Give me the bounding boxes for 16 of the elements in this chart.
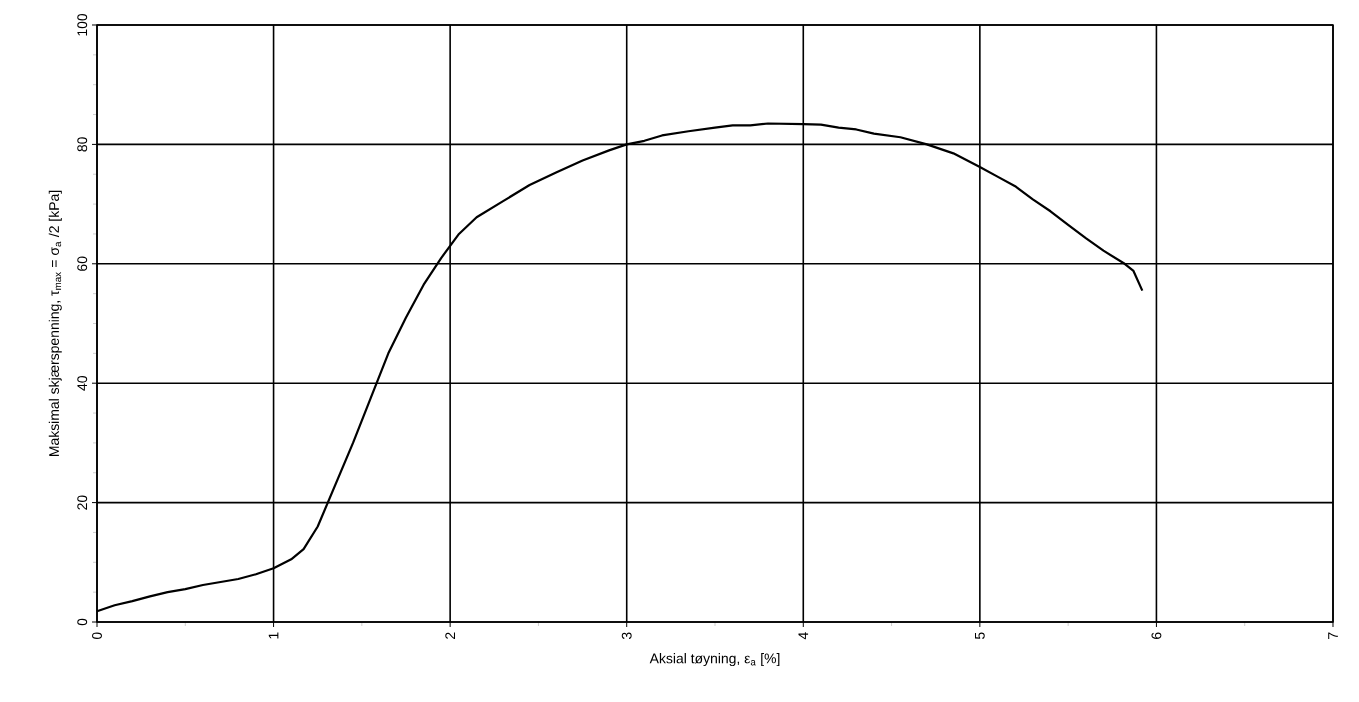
x-tick-label: 5 <box>974 632 985 640</box>
x-tick-label: 4 <box>798 632 809 640</box>
y-tick-label: 0 <box>77 618 88 626</box>
y-tick-label: 40 <box>77 375 88 391</box>
y-tick-label: 80 <box>77 137 88 152</box>
x-tick-label: 0 <box>92 632 102 640</box>
x-tick-label: 3 <box>621 632 632 640</box>
x-tick-label: 1 <box>268 632 279 639</box>
x-tick-label: 7 <box>1328 632 1338 639</box>
y-tick-label: 20 <box>77 495 88 510</box>
y-axis-title: Maksimal skjærspenning, τ$_{max}$ = σ$_{a}$ /2 [kPa] <box>48 190 62 456</box>
y-tick-label: 60 <box>77 256 88 271</box>
x-axis-title: Aksial tøyning, ε$_{a}$ [%] <box>649 653 780 667</box>
x-tick-label: 2 <box>445 632 456 639</box>
y-tick-label: 100 <box>77 13 88 36</box>
x-tick-label: 6 <box>1151 632 1162 639</box>
